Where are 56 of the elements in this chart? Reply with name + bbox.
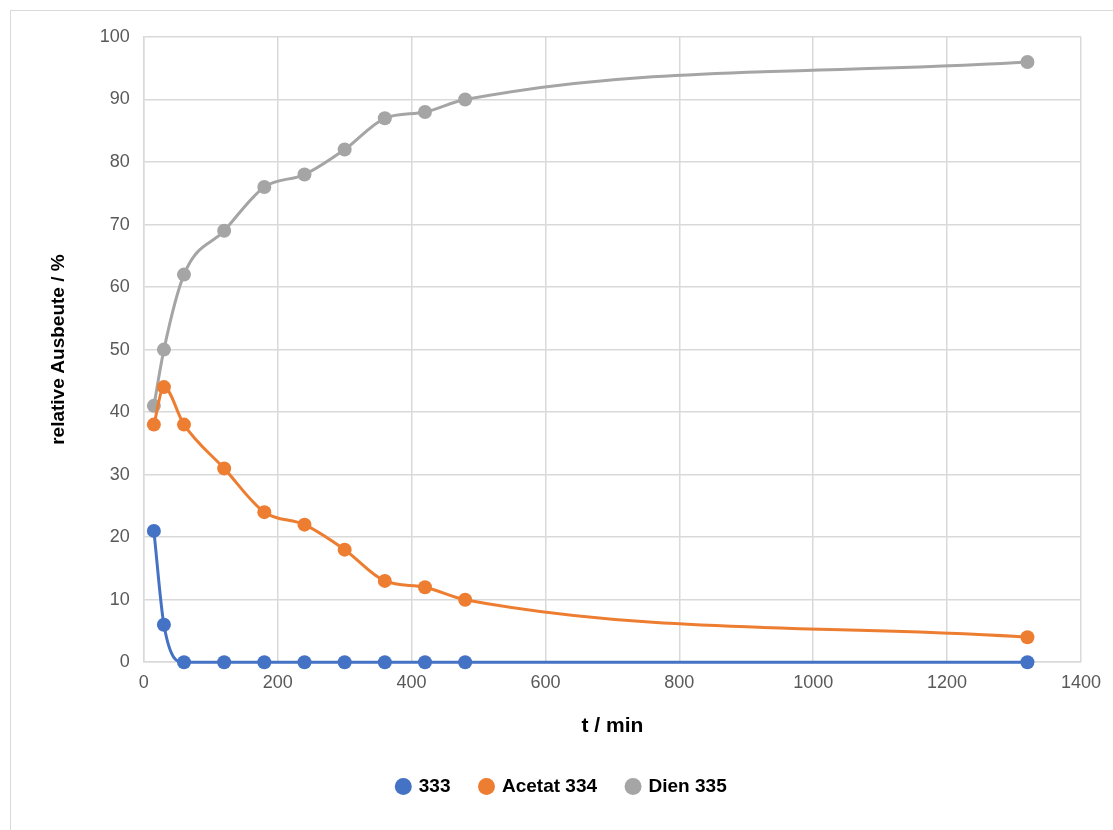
point [156, 342, 171, 357]
point [417, 105, 432, 120]
x-axis-title: t / min [581, 713, 644, 737]
x-tick-label: 400 [396, 671, 427, 692]
y-tick-label: 40 [109, 401, 130, 422]
point [458, 592, 473, 607]
x-tick-label: 0 [138, 671, 149, 692]
y-tick-label: 100 [99, 25, 130, 46]
point [377, 655, 392, 670]
y-tick-label: 90 [109, 88, 130, 109]
legend-label: Dien 335 [648, 774, 728, 796]
y-tick-label: 80 [109, 151, 130, 172]
y-tick-label: 20 [109, 526, 130, 547]
point [297, 655, 312, 670]
point [177, 655, 191, 670]
point [377, 573, 392, 588]
point [1020, 655, 1035, 670]
x-tick-label: 1200 [927, 671, 968, 692]
point [337, 655, 352, 670]
point [1020, 630, 1035, 645]
point [146, 417, 161, 432]
y-tick-label: 10 [109, 588, 130, 609]
y-tick-label: 30 [109, 463, 130, 484]
y-tick-label: 0 [119, 651, 130, 672]
x-tick-label: 1000 [793, 671, 834, 692]
point [217, 223, 232, 238]
point [377, 111, 392, 126]
x-tick-label: 1400 [1060, 671, 1101, 692]
point [156, 617, 171, 632]
y-tick-label: 60 [109, 276, 130, 297]
x-tick-label: 800 [664, 671, 695, 692]
y-tick-label: 50 [109, 338, 130, 359]
x-tick-label: 200 [262, 671, 293, 692]
point [257, 180, 272, 195]
point [417, 655, 432, 670]
point [257, 655, 272, 670]
point [217, 655, 232, 670]
y-axis-title: relative Ausbeute / % [46, 254, 68, 445]
point [177, 417, 191, 432]
point [458, 655, 473, 670]
point [417, 580, 432, 595]
point [297, 517, 312, 532]
point [337, 542, 352, 557]
point [257, 505, 272, 520]
point [156, 380, 171, 395]
legend-label: Acetat 334 [502, 774, 598, 796]
point [217, 461, 232, 476]
x-tick-label: 600 [530, 671, 561, 692]
y-tick-label: 70 [109, 213, 130, 234]
point [177, 267, 191, 282]
point [1020, 55, 1035, 70]
point [337, 142, 352, 157]
point [458, 92, 473, 107]
point [146, 523, 161, 538]
point [297, 167, 312, 182]
legend-label: 333 [418, 774, 451, 796]
